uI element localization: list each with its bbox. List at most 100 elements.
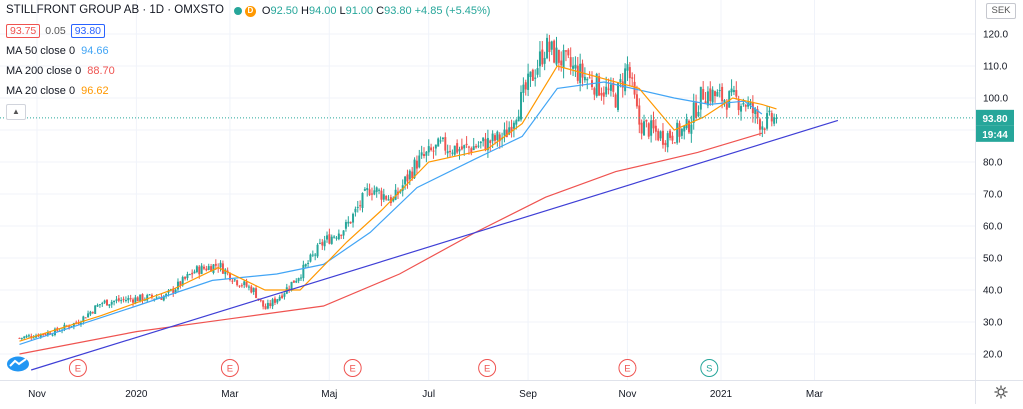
legend-main-row: STILLFRONT GROUP AB · 1D · OMXSTO D O 92.…: [6, 4, 493, 18]
candle-body: [645, 119, 648, 122]
candle-body: [269, 303, 272, 306]
candle-body: [602, 92, 605, 97]
candle-body: [51, 334, 54, 336]
candle-up: [517, 109, 520, 122]
indicator-row-ma200[interactable]: MA 200 close 0 88.70: [6, 64, 493, 78]
candle-body: [709, 88, 712, 102]
candle-body: [207, 266, 210, 270]
candle-down: [628, 62, 631, 87]
candle-body: [415, 160, 418, 169]
candle-down: [590, 71, 593, 91]
candle-up: [728, 90, 731, 108]
candle-up: [326, 231, 329, 243]
currency-button[interactable]: SEK: [986, 3, 1016, 19]
candle-body: [690, 124, 693, 134]
collapse-legend-button[interactable]: ▲: [6, 104, 26, 120]
candle-body: [231, 280, 234, 282]
candle-down: [553, 39, 556, 64]
candle-body: [680, 128, 683, 136]
candle-down: [493, 133, 496, 145]
candle-body: [68, 326, 71, 328]
candle-body: [283, 293, 286, 297]
candle-up: [176, 278, 179, 293]
candle-up: [53, 327, 56, 337]
candle-down: [238, 285, 241, 288]
candle-body: [172, 288, 175, 294]
indicator-row-ma50[interactable]: MA 50 close 0 94.66: [6, 44, 493, 58]
candle-up: [626, 56, 629, 81]
candle-up: [534, 69, 537, 87]
candle-down: [654, 119, 657, 141]
event-marker[interactable]: E: [220, 359, 239, 377]
candle-down: [328, 228, 331, 245]
candle-body: [375, 187, 378, 192]
candle-body: [94, 305, 97, 314]
event-marker[interactable]: S: [700, 359, 719, 377]
candle-body: [524, 82, 527, 90]
candle-up: [572, 57, 575, 77]
candle-down: [370, 187, 373, 201]
candle-body: [337, 233, 340, 240]
event-marker[interactable]: E: [618, 359, 637, 377]
candle-up: [200, 263, 203, 275]
candle-body: [101, 303, 104, 305]
candle-up: [361, 192, 364, 213]
candle-body: [20, 337, 23, 339]
candle-up: [307, 260, 310, 268]
candle-up: [316, 243, 319, 259]
candle-body: [340, 234, 343, 236]
event-marker[interactable]: E: [343, 359, 362, 377]
candle-body: [354, 208, 357, 213]
candle-body: [153, 298, 156, 300]
candle-body: [299, 277, 302, 279]
event-marker[interactable]: E: [68, 359, 87, 377]
candle-down: [221, 260, 224, 275]
candle-up: [586, 77, 589, 90]
candle-down: [524, 79, 527, 96]
candle-body: [612, 82, 615, 92]
candle-down: [262, 300, 265, 310]
event-marker[interactable]: E: [478, 359, 497, 377]
symbol-title[interactable]: STILLFRONT GROUP AB · 1D · OMXSTO: [6, 4, 224, 17]
spread-value: 0.05: [45, 24, 66, 37]
candle-body: [714, 91, 717, 97]
candle-body: [184, 276, 187, 279]
candle-body: [179, 281, 182, 286]
candle-body: [96, 304, 99, 307]
candle-up: [711, 86, 714, 106]
candle-down: [735, 81, 738, 100]
candle-body: [278, 296, 281, 301]
candle-down: [231, 278, 234, 285]
candle-down: [669, 128, 672, 141]
candle-down: [673, 142, 676, 144]
candle-body: [628, 67, 631, 79]
candle-body: [446, 151, 449, 154]
candle-up: [354, 206, 357, 217]
candle-body: [247, 286, 250, 288]
gear-icon[interactable]: [994, 385, 1008, 399]
candle-down: [489, 139, 492, 152]
candle-up: [775, 114, 778, 124]
candle-body: [775, 117, 778, 119]
candle-up: [413, 157, 416, 180]
candle-body: [162, 296, 165, 301]
candle-body: [255, 288, 258, 298]
candle-body: [581, 63, 584, 78]
ask-button[interactable]: 93.80: [70, 23, 105, 39]
candle-body: [70, 326, 73, 328]
time-tick-label: Maj: [321, 389, 337, 400]
candle-down: [576, 56, 579, 84]
bid-button[interactable]: 93.75: [6, 23, 41, 39]
candle-body: [472, 146, 475, 151]
candle-body: [754, 108, 757, 114]
event-letter: E: [624, 364, 630, 375]
time-tick-label: 2020: [125, 389, 148, 400]
high-label: H: [301, 4, 309, 17]
indicator-row-ma20[interactable]: MA 20 close 0 96.62: [6, 84, 493, 98]
candle-body: [441, 137, 444, 140]
candle-up: [302, 260, 305, 282]
candle-up: [536, 59, 539, 78]
candle-body: [352, 213, 355, 223]
tradingview-logo[interactable]: [6, 354, 30, 372]
